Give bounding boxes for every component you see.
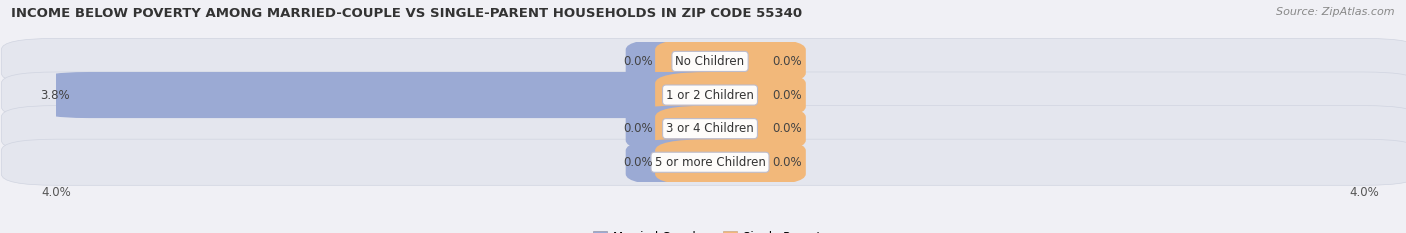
Text: 0.0%: 0.0% [623,156,652,169]
Legend: Married Couples, Single Parents: Married Couples, Single Parents [588,226,832,233]
FancyBboxPatch shape [1,106,1406,152]
Text: 1 or 2 Children: 1 or 2 Children [666,89,754,102]
FancyBboxPatch shape [655,38,806,85]
Text: 0.0%: 0.0% [772,122,801,135]
Text: 5 or more Children: 5 or more Children [655,156,765,169]
FancyBboxPatch shape [655,72,806,118]
FancyBboxPatch shape [1,72,1406,118]
FancyBboxPatch shape [34,72,765,118]
Text: 0.0%: 0.0% [772,156,801,169]
FancyBboxPatch shape [1,38,1406,85]
FancyBboxPatch shape [626,106,765,152]
Text: 3.8%: 3.8% [39,89,69,102]
Text: 0.0%: 0.0% [623,122,652,135]
Text: 3 or 4 Children: 3 or 4 Children [666,122,754,135]
Text: INCOME BELOW POVERTY AMONG MARRIED-COUPLE VS SINGLE-PARENT HOUSEHOLDS IN ZIP COD: INCOME BELOW POVERTY AMONG MARRIED-COUPL… [11,7,803,20]
FancyBboxPatch shape [655,106,806,152]
FancyBboxPatch shape [626,139,765,185]
Text: Source: ZipAtlas.com: Source: ZipAtlas.com [1277,7,1395,17]
FancyBboxPatch shape [1,139,1406,185]
Text: 0.0%: 0.0% [623,55,652,68]
Text: No Children: No Children [675,55,745,68]
FancyBboxPatch shape [626,38,765,85]
Text: 0.0%: 0.0% [772,55,801,68]
FancyBboxPatch shape [655,139,806,185]
Text: 0.0%: 0.0% [772,89,801,102]
